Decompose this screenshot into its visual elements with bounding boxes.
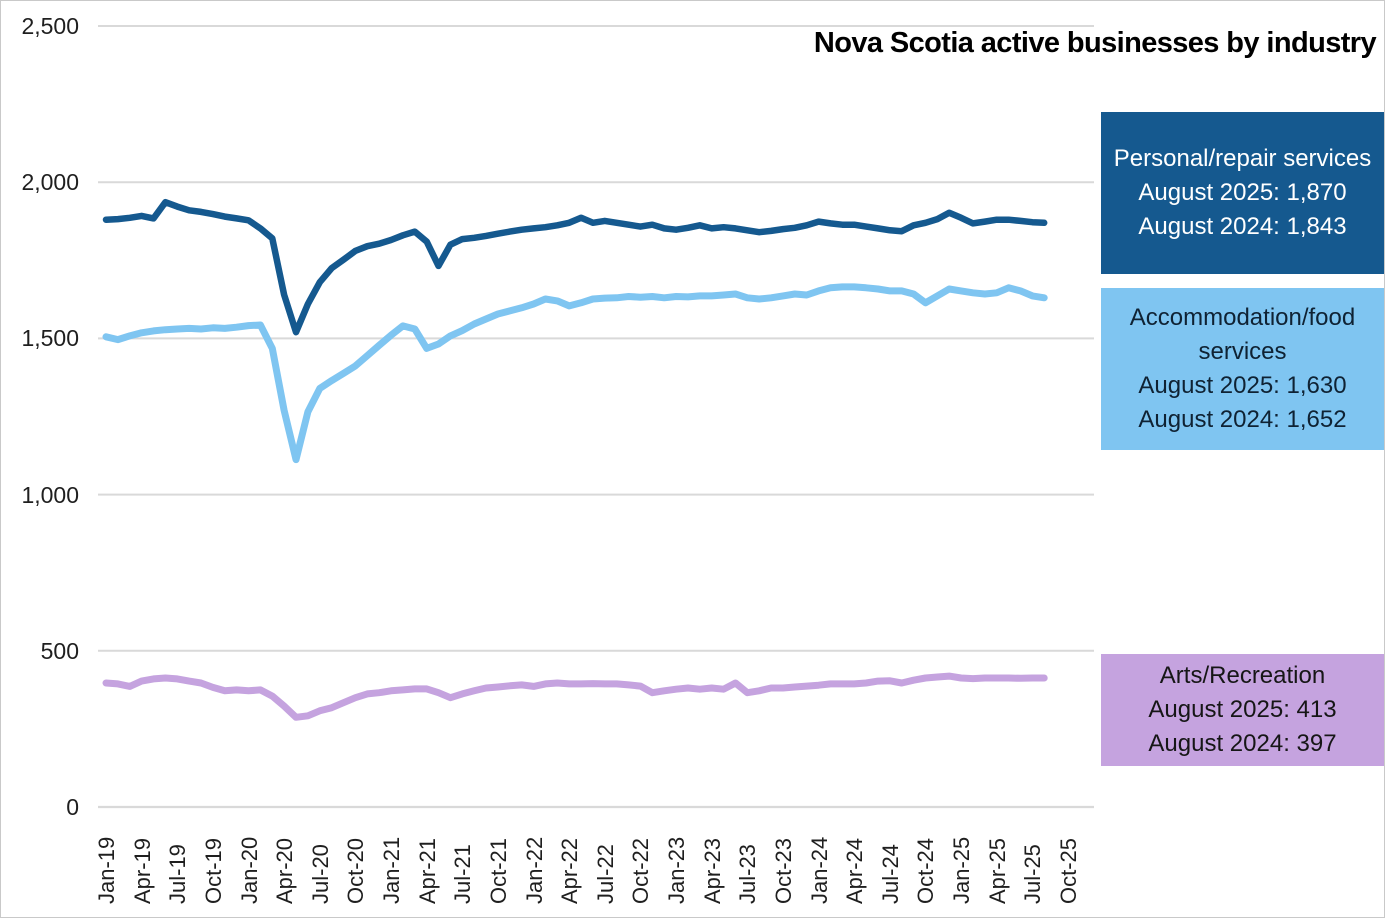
y-axis-label: 0 (66, 794, 79, 820)
x-axis-label: Jul-21 (450, 844, 476, 904)
legend-series-name: Accommodation/food services (1129, 304, 1356, 365)
x-axis-label: Apr-23 (699, 837, 725, 904)
y-axis-label: 1,000 (21, 481, 79, 508)
x-axis-label: Apr-21 (414, 837, 440, 904)
x-axis-label: Oct-20 (343, 837, 369, 904)
legend-personal-repair-services: Personal/repair services August 2025: 1,… (1101, 112, 1384, 274)
x-axis-label: Jan-24 (806, 836, 832, 904)
x-axis-label: Oct-22 (628, 837, 654, 904)
legend-value-2024: August 2024: 1,652 (1138, 406, 1347, 433)
legend-series-name: Personal/repair services (1113, 145, 1372, 172)
legend-accommodation-food-services: Accommodation/food services August 2025:… (1101, 288, 1384, 450)
x-axis-label: Jan-21 (379, 836, 405, 904)
x-axis-label: Apr-25 (984, 837, 1010, 904)
x-axis-label: Jul-24 (877, 844, 903, 904)
x-axis-label: Jul-22 (592, 844, 618, 904)
series-line-arts-recreation (102, 672, 1048, 721)
x-axis-label: Oct-23 (770, 837, 796, 904)
x-axis-label: Oct-21 (485, 837, 511, 904)
x-axis-label: Jul-23 (735, 844, 761, 904)
x-axis-label: Oct-24 (913, 837, 939, 904)
y-axis-label: 2,000 (21, 169, 79, 196)
legend-value-2025: August 2025: 1,870 (1138, 179, 1347, 206)
x-axis-label: Oct-25 (1056, 837, 1081, 904)
x-axis-label: Jul-20 (307, 844, 333, 904)
x-axis-label: Apr-22 (557, 837, 583, 904)
series-line-personal-repair-services (102, 198, 1048, 336)
y-axis-label: 500 (40, 637, 79, 664)
legend-value-2024: August 2024: 1,843 (1138, 213, 1347, 240)
y-axis-label: 2,500 (21, 13, 79, 39)
x-axis-label: Apr-20 (272, 837, 298, 904)
x-axis-label: Jan-23 (664, 836, 690, 904)
x-axis-label: Jul-25 (1020, 844, 1046, 904)
x-axis-label: Jul-19 (165, 844, 191, 904)
legend-value-2025: August 2025: 413 (1148, 696, 1337, 723)
legend-arts-recreation: Arts/Recreation August 2025: 413 August … (1101, 654, 1384, 766)
series-line-accommodation-food-services (102, 283, 1048, 464)
legend-value-2025: August 2025: 1,630 (1138, 372, 1347, 399)
legend-value-2024: August 2024: 397 (1148, 730, 1337, 757)
x-axis-label: Jan-25 (949, 836, 975, 904)
x-axis-label: Jan-22 (521, 836, 547, 904)
x-axis-label: Jan-20 (236, 836, 262, 904)
x-axis-label: Jan-19 (94, 836, 119, 904)
x-axis-label: Oct-19 (200, 837, 226, 904)
legend-series-name: Arts/Recreation (1159, 662, 1326, 689)
y-axis-label: 1,500 (21, 325, 79, 352)
chart-title: Nova Scotia active businesses by industr… (813, 27, 1377, 59)
x-axis-label: Apr-24 (842, 837, 868, 904)
x-axis-label: Apr-19 (129, 837, 155, 904)
